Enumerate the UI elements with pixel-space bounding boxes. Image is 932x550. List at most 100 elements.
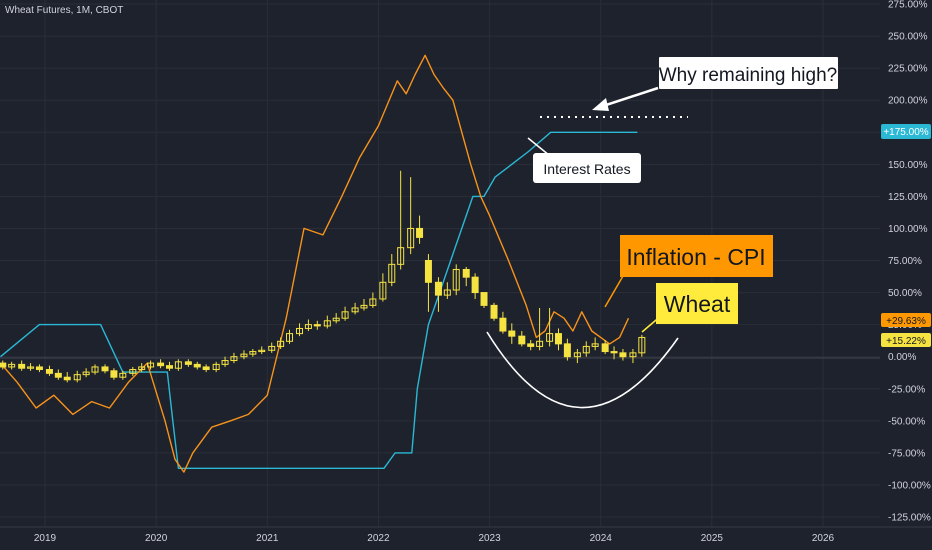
candle-body (591, 343, 599, 347)
wheat-candle (360, 298, 368, 311)
wheat-candle (563, 338, 571, 361)
question-arrow-line (602, 86, 659, 108)
candle-body (18, 363, 26, 369)
y-tick-label: 125.00% (888, 192, 928, 203)
wheat-candle (110, 368, 118, 380)
x-tick-label: 2024 (590, 533, 613, 544)
wheat-candle (629, 348, 637, 364)
wheat-candle (193, 361, 201, 370)
y-tick-label: -25.00% (888, 384, 925, 395)
inflation-callout: Inflation - CPI (620, 235, 773, 277)
wheat-candle (518, 331, 526, 347)
wheat-candle (304, 319, 312, 332)
wheat-candle (536, 307, 544, 351)
candle-body (230, 356, 238, 362)
interest-rates-line (0, 131, 638, 469)
wheat-candle (212, 361, 220, 373)
wheat-candle (184, 359, 192, 367)
wheat-candle (230, 352, 238, 364)
y-tick-label: 225.00% (888, 64, 928, 75)
interest-label: Interest Rates (543, 161, 630, 177)
candle-body (157, 362, 165, 367)
inflation-label: Inflation - CPI (626, 244, 765, 270)
candle-body (369, 298, 377, 306)
candle-body (388, 263, 396, 283)
candle-body (424, 260, 432, 283)
x-tick-label: 2019 (34, 533, 57, 544)
candle-body (304, 324, 312, 329)
wheat-candle (202, 364, 210, 373)
x-tick-label: 2020 (145, 533, 168, 544)
candle-body (407, 227, 415, 249)
wheat-candle (480, 292, 488, 308)
candle-body (119, 372, 127, 378)
wheat-candle (573, 348, 581, 364)
symbol-title: Wheat Futures, 1M, CBOT (5, 5, 123, 16)
candle-body (379, 281, 387, 300)
wheat-candle (527, 340, 535, 351)
wheat-candle (129, 366, 137, 376)
candle-body (360, 304, 368, 309)
wheat-candle (407, 177, 415, 255)
wheat-candle (471, 273, 479, 299)
interest-callout: Interest Rates (533, 153, 641, 183)
wheat-candle (101, 364, 109, 374)
x-tick-label: 2022 (367, 533, 390, 544)
wheat-candle (388, 254, 396, 287)
candle-body (35, 366, 43, 371)
y-tick-label: 250.00% (888, 32, 928, 43)
y-tick-label: 100.00% (888, 224, 928, 235)
wheat-candle (165, 361, 173, 371)
wheat-candle (638, 334, 646, 357)
candle-body (202, 366, 210, 371)
candle-body (91, 366, 99, 373)
candle-body (277, 340, 285, 347)
candle-body (27, 366, 35, 369)
candle-body (397, 247, 405, 265)
question-arrow-head (592, 98, 609, 111)
y-tick-label: -125.00% (888, 513, 931, 524)
candle-body (341, 311, 349, 319)
candle-body (480, 292, 488, 306)
candle-body (110, 370, 118, 378)
candle-body (129, 369, 137, 374)
wheat-candle (82, 368, 90, 378)
wheat-candle (351, 302, 359, 315)
candle-body (629, 352, 637, 358)
candle-body (147, 362, 155, 368)
candle-body (258, 349, 266, 353)
wheat-candle (341, 306, 349, 321)
wheat-candle (499, 311, 507, 334)
candle-body (184, 361, 192, 365)
candle-body (434, 281, 442, 296)
y-tick-label: -75.00% (888, 448, 925, 459)
candle-body (582, 345, 590, 354)
question-callout: Why remaining high? (659, 57, 838, 89)
wheat-candle (91, 364, 99, 375)
candle-body (249, 351, 257, 355)
candle-body (138, 366, 146, 371)
candle-body (554, 333, 562, 345)
candle-body (8, 363, 16, 368)
wheat-candle (416, 215, 424, 244)
wheat-candle (443, 282, 451, 299)
candle-body (296, 327, 304, 335)
wheat-candle (0, 360, 7, 370)
wheat-candle (490, 302, 498, 321)
candle-body (536, 340, 544, 347)
candle-body (332, 317, 340, 322)
wheat-candle (45, 365, 53, 376)
wheat-candle (546, 307, 554, 347)
wheat-candle (591, 337, 599, 351)
candle-body (82, 371, 90, 376)
wheat-candle (119, 370, 127, 380)
svg-text:+15.22%: +15.22% (886, 336, 926, 347)
wheat-candle (313, 320, 321, 330)
candle-body (518, 335, 526, 345)
x-axis[interactable]: 2019 2020 2021 2022 2023 2024 2025 2026 (0, 526, 932, 544)
wheat-candle (240, 350, 248, 360)
wheat-candle (157, 359, 165, 369)
candle-body (499, 317, 507, 332)
candle-body (0, 362, 7, 368)
candle-body (174, 361, 182, 369)
